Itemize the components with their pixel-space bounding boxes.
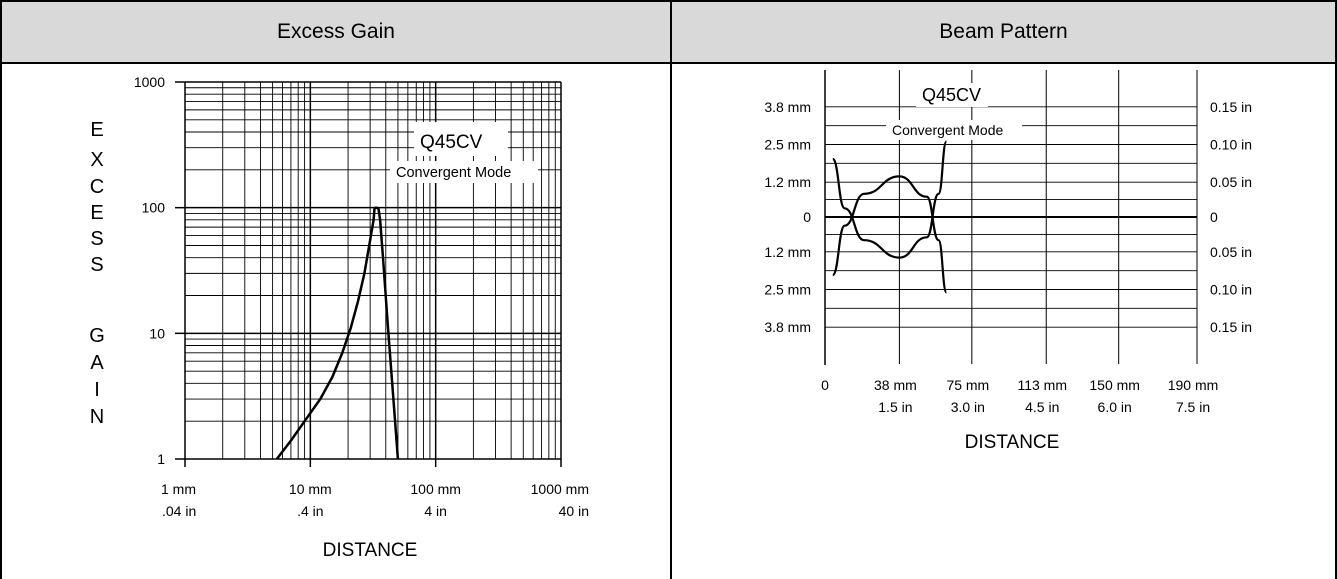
excess-gain-title: Excess Gain [277, 20, 395, 43]
gain-ylabel-letter: E [90, 119, 103, 141]
excess-gain-header: Excess Gain [0, 0, 672, 64]
excess-gain-grid [175, 81, 562, 467]
gain-xtick-label-in: 40 in [559, 503, 589, 519]
right-border [1335, 62, 1337, 579]
gain-mode-label: Convergent Mode [396, 165, 511, 181]
gain-xtick-label-in: .04 in [162, 503, 196, 519]
beam-pattern-title: Beam Pattern [939, 20, 1068, 43]
gain-ylabel-letter: G [89, 325, 105, 347]
beam-pattern-header: Beam Pattern [670, 0, 1337, 64]
gain-ytick-label: 1 [157, 451, 165, 467]
gain-ytick-label: 10 [149, 325, 165, 341]
gain-model-label: Q45CV [420, 132, 483, 153]
gain-xtick-label: 100 mm [410, 481, 461, 497]
gain-ylabel-letter: X [90, 149, 103, 171]
gain-ylabel-letter: S [90, 254, 103, 276]
gain-ylabel-letter: E [90, 202, 103, 224]
gain-xtick-label: 10 mm [289, 481, 332, 497]
excess-gain-annotations: Q45CV Convergent Mode [390, 122, 538, 183]
gain-ytick-label: 100 [142, 200, 166, 216]
gain-ylabel-letter: I [94, 379, 100, 401]
gain-xlabel: DISTANCE [323, 540, 418, 561]
gain-ylabel-letter: N [90, 406, 104, 428]
gain-xtick-label: 1000 mm [531, 481, 589, 497]
excess-gain-ticks: 1 10 100 1000 1 mm .04 in 10 mm .4 in 100 mm 4 in… [134, 74, 589, 519]
left-border [0, 62, 2, 579]
gain-model-label-box [414, 122, 508, 156]
gain-xtick-label-in: .4 in [297, 503, 323, 519]
gain-ylabel-letter: C [90, 176, 104, 198]
gain-ytick-label: 1000 [134, 74, 165, 90]
gain-ylabel-letter: S [90, 228, 103, 250]
middle-divider [670, 62, 672, 579]
excess-gain-curve [275, 206, 400, 460]
gain-mode-label-box [390, 161, 538, 183]
gain-ylabel-letter: A [90, 352, 104, 374]
gain-xtick-label: 1 mm [161, 481, 196, 497]
gain-xtick-label-in: 4 in [424, 503, 447, 519]
